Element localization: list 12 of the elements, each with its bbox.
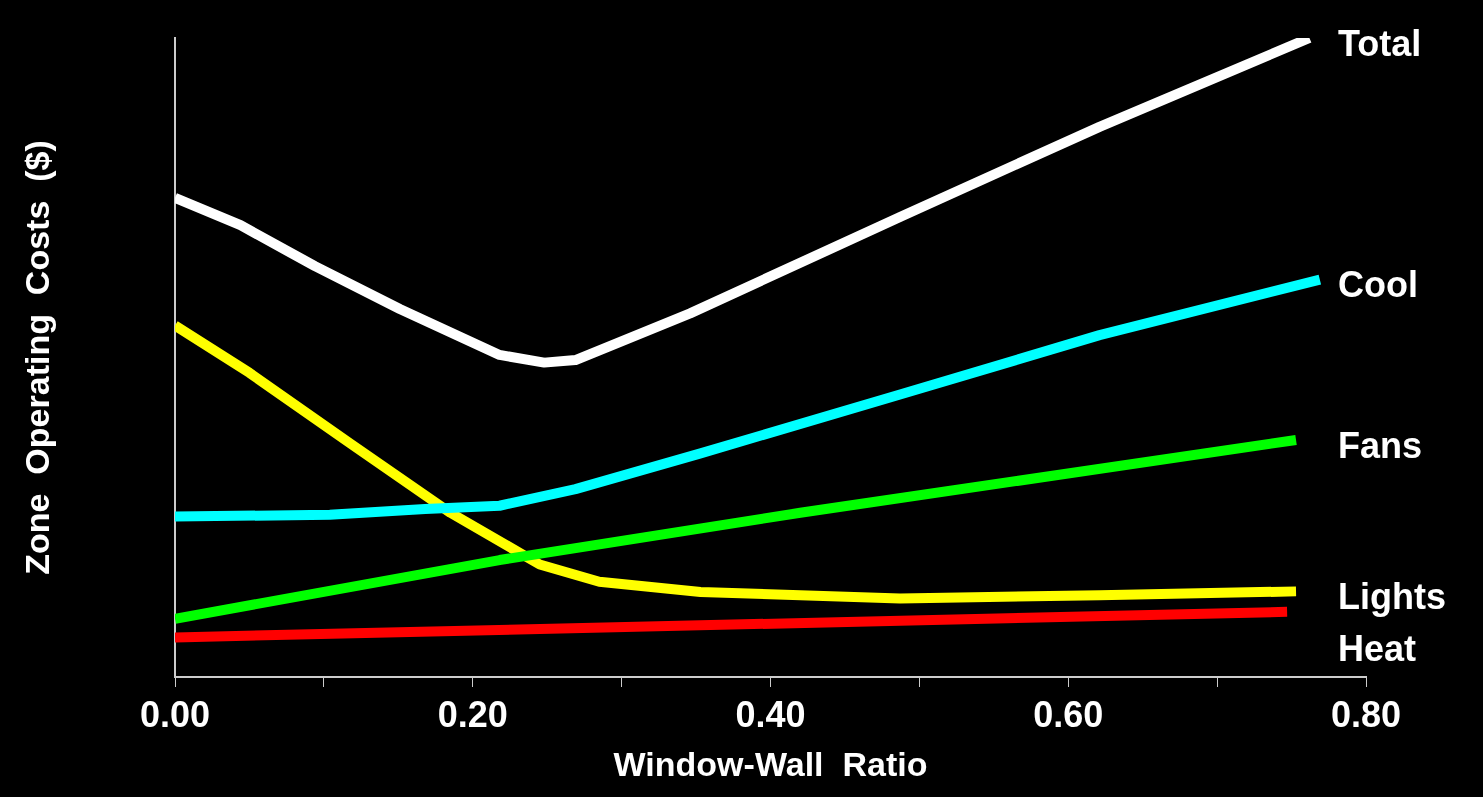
x-tick-label: 0.80: [1330, 693, 1402, 735]
x-tick-label: 0.40: [735, 693, 806, 735]
series-label: Fans: [1338, 424, 1423, 466]
x-tick-label: 0.20: [437, 693, 508, 735]
x-axis-title: Window-Wall Ratio: [613, 744, 928, 783]
series-label: Cool: [1338, 264, 1418, 306]
series-label: Heat: [1338, 628, 1417, 670]
series-label: Lights: [1338, 576, 1446, 618]
x-tick-label: 0.00: [139, 693, 211, 735]
y-axis-title: Zone Operating Costs ($): [18, 140, 57, 575]
series-label: Total: [1338, 22, 1422, 64]
x-tick-label: 0.60: [1033, 693, 1104, 735]
